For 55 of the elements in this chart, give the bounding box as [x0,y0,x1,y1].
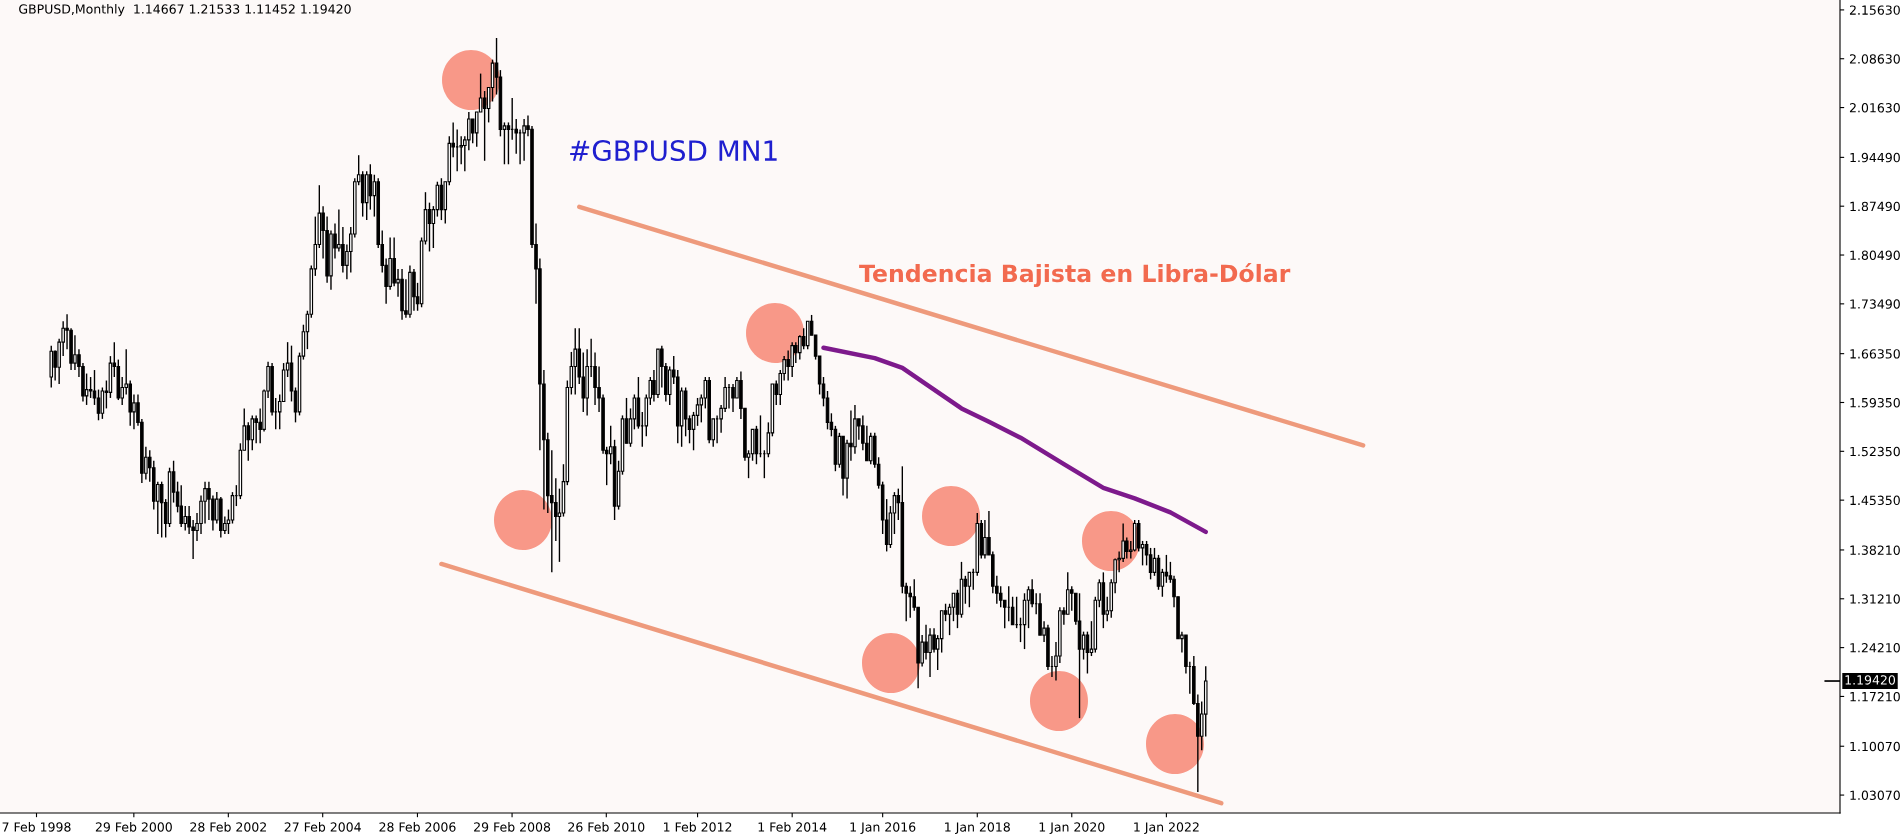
x-tick-label: 1 Feb 2012 [664,822,732,832]
y-tick-label: 1.03070 [1850,790,1900,800]
line-series [821,345,1208,535]
candlestick [183,505,188,532]
candlestick [482,90,487,162]
x-tick-label: 29 Feb 2000 [95,822,172,832]
candlestick [928,627,932,678]
x-tick-label: 7 Feb 1998 [2,822,71,832]
y-tick-label: 1.66350 [1850,349,1900,359]
chart-title: GBPUSD,Monthly 1.14667 1.21533 1.11452 1.19420 [19,4,351,17]
x-tick-label: 28 Feb 2002 [190,822,266,832]
y-tick-label: 1.24210 [1850,643,1900,653]
candlestick [790,341,794,378]
y-tick-label: 1.80490 [1850,250,1900,260]
candlestick [731,383,735,413]
candlestick [88,376,93,399]
annotation: Tendencia Bajista en Libra-Dólar [859,263,1291,287]
y-tick-label: 1.87490 [1850,201,1900,212]
candlestick [522,118,526,162]
candlestick [983,519,987,560]
x-tick-label: 1 Jan 2018 [945,822,1010,835]
y-tick-label: 1.45350 [1850,495,1900,506]
candlestick [1026,585,1031,629]
candlestick [695,397,700,427]
y-tick-label: 1.94490 [1850,152,1900,163]
y-tick-label: 2.15630 [1849,5,1900,15]
y-tick-label: 1.17210 [1850,691,1900,702]
candlestick [73,334,77,371]
x-tick-label: 1 Jan 2020 [1039,822,1105,835]
y-tick-label: 2.08630 [1849,54,1900,64]
y-tick-label: 1.10070 [1850,741,1900,752]
x-tick-label: 1 Jan 2022 [1134,822,1199,835]
candlestick [908,585,913,619]
candlestick [246,421,251,462]
candlestick [179,484,184,528]
x-tick-label: 1 Jan 2016 [850,822,916,835]
candlestick [159,480,164,539]
candlestick [506,121,511,165]
y-tick-label: 1.52350 [1850,446,1900,457]
ref-line-label: 1.19420 [1845,675,1896,685]
annotation: #GBPUSD MN1 [570,140,777,162]
candlestick [924,623,928,661]
y-tick-label: 1.73490 [1850,299,1900,309]
x-tick-label: 1 Feb 2014 [758,822,827,832]
y-tick-label: 2.01630 [1849,103,1900,113]
x-tick-label: 27 Feb 2004 [284,822,361,832]
y-tick-label: 1.38210 [1850,545,1900,555]
candlestick [368,163,373,211]
x-tick-label: 29 Feb 2008 [474,822,551,832]
candlestick [1124,536,1129,560]
x-tick-label: 28 Feb 2006 [379,822,456,832]
candlestick [786,349,790,382]
x-tick-label: 26 Feb 2010 [568,822,645,832]
y-tick-label: 1.31210 [1850,594,1900,604]
y-tick-label: 1.59350 [1850,397,1900,408]
